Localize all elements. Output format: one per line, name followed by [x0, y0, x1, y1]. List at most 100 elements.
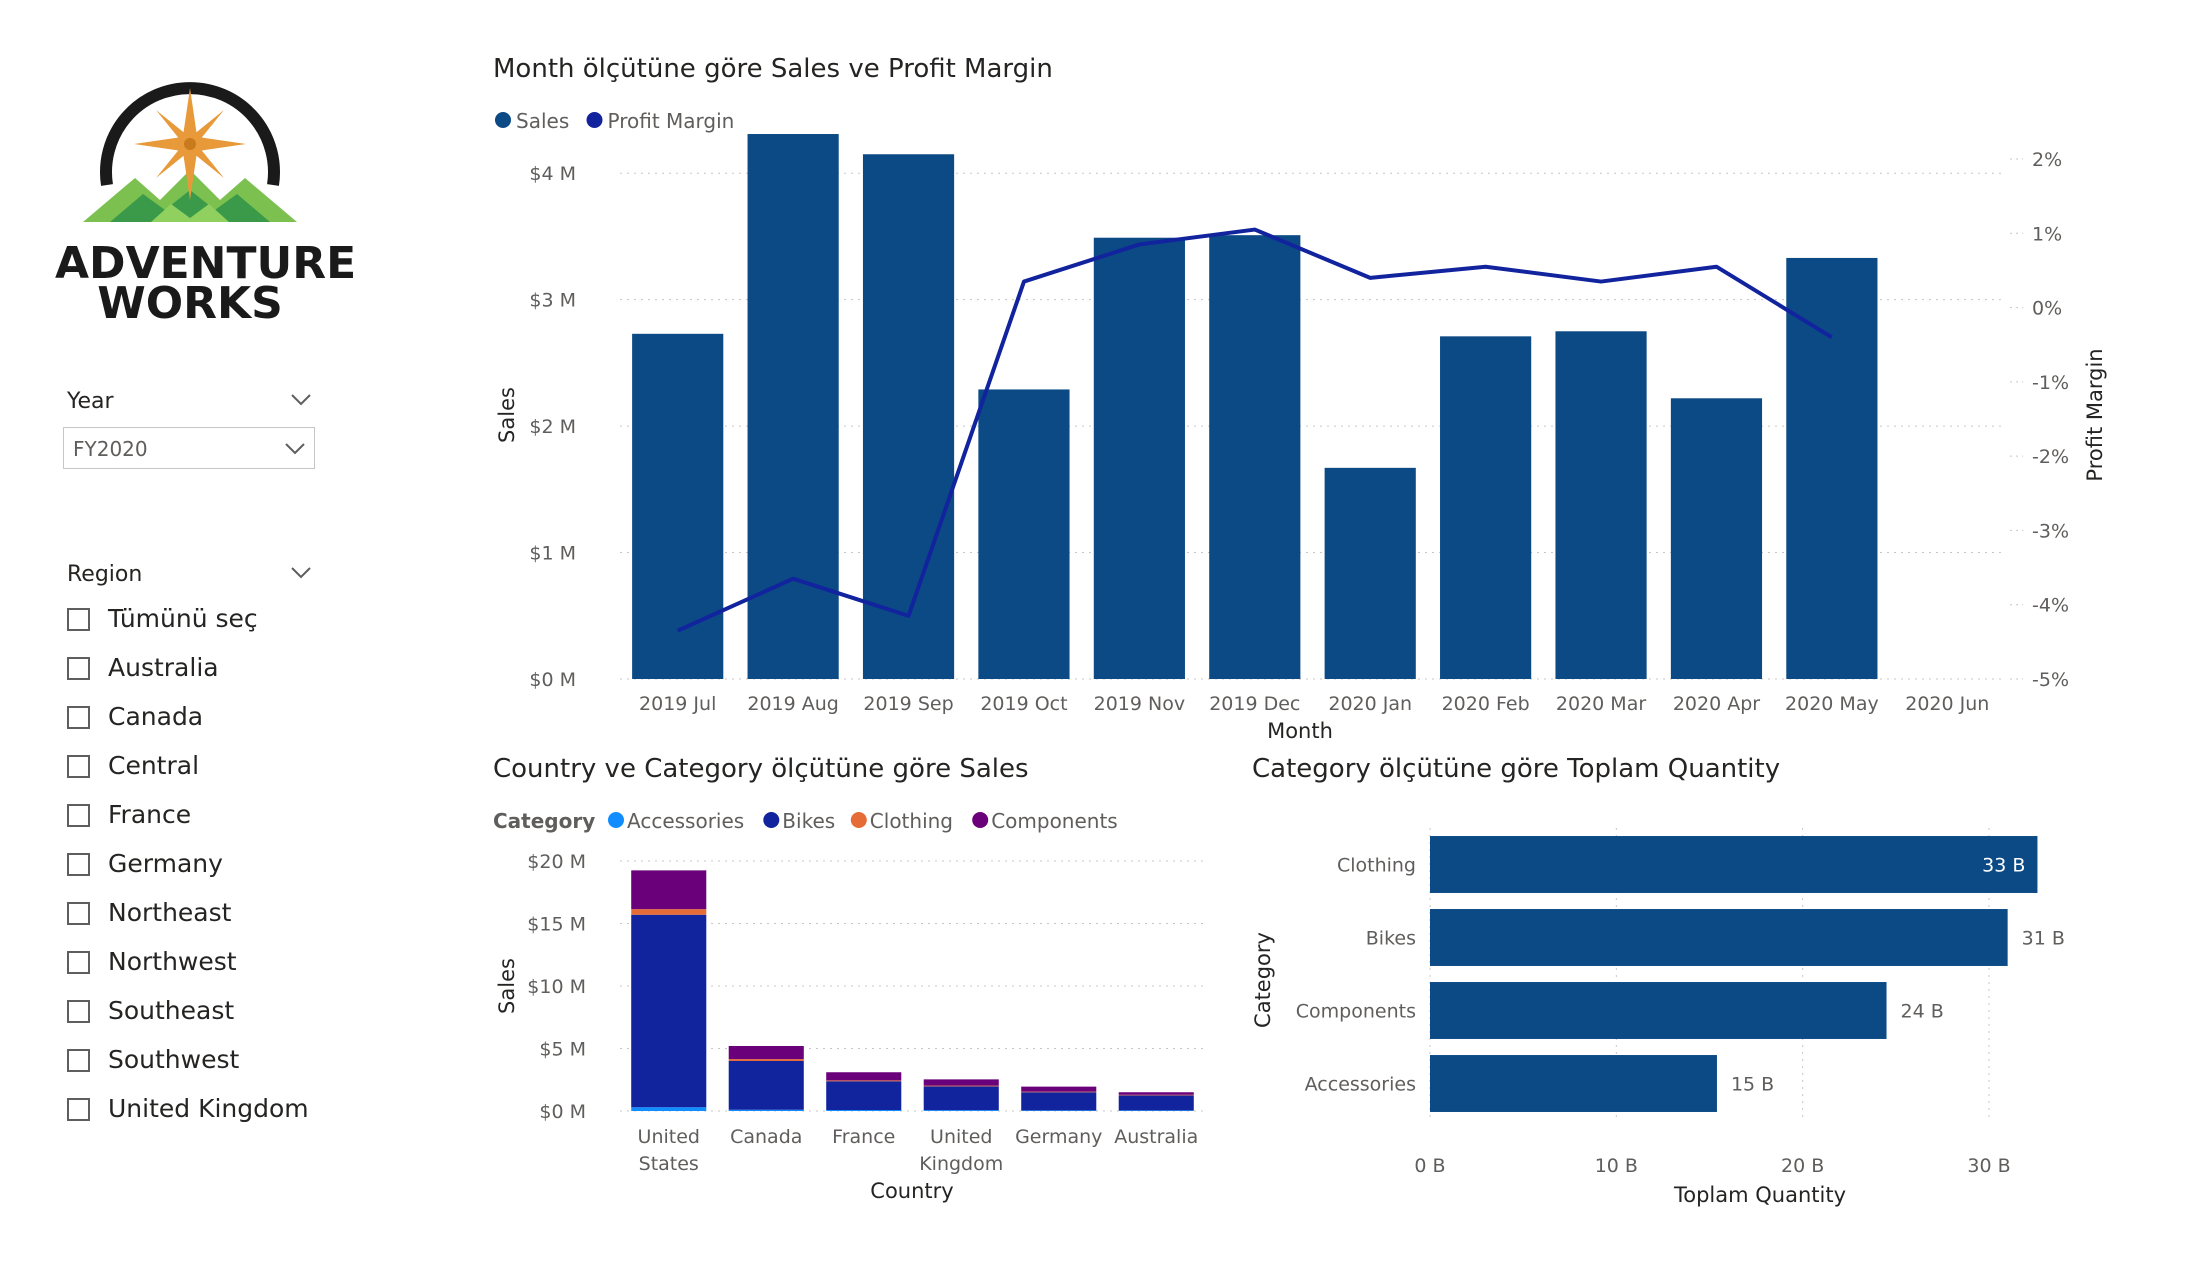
y-tick-label: $10 M	[527, 976, 586, 998]
region-item-label: Southwest	[108, 1045, 240, 1074]
region-item-label: Australia	[108, 653, 219, 682]
segment-bikes	[923, 1086, 999, 1111]
y2-tick-label: 2%	[2032, 149, 2062, 171]
bar-2019-aug	[747, 134, 839, 680]
x-tick-label: 2019 Jul	[639, 693, 716, 715]
bar-2019-sep	[862, 154, 955, 679]
checkbox[interactable]	[67, 1000, 90, 1023]
legend-marker-sales	[495, 112, 511, 128]
x-tick-label: 2020 Mar	[1556, 693, 1646, 715]
segment-accessories	[631, 1107, 707, 1111]
category-chart-title: Category ölçütüne göre Toplam Quantity	[1252, 754, 1781, 784]
bar-2020-may	[1786, 257, 1878, 679]
stack-canada	[728, 1046, 804, 1111]
legend: Category Accessories Bikes Clothing Componen…	[493, 809, 1118, 833]
segment-components	[728, 1046, 804, 1060]
x-tick-label: States	[639, 1153, 699, 1175]
x-tick-label: Canada	[730, 1126, 802, 1148]
segment-bikes	[728, 1061, 804, 1110]
checkbox[interactable]	[67, 657, 90, 680]
y-tick-label: $0 M	[529, 669, 576, 691]
checkbox[interactable]	[67, 853, 90, 876]
legend-label-sales: Sales	[516, 109, 569, 133]
region-item-label: Canada	[108, 702, 204, 731]
y2-tick-label: -3%	[2032, 520, 2069, 542]
y-tick-label: Clothing	[1337, 855, 1416, 877]
checkbox[interactable]	[67, 1049, 90, 1072]
region-item-label: Northeast	[108, 898, 232, 927]
chevron-down-icon[interactable]	[290, 393, 312, 407]
country-category-sales-chart: Category Accessories Bikes Clothing Componen…	[493, 809, 1205, 1203]
checkbox[interactable]	[67, 755, 90, 778]
y-tick-label: $5 M	[539, 1039, 586, 1061]
bar-2020-jan	[1324, 467, 1416, 679]
x-tick-label: 2020 Feb	[1442, 693, 1530, 715]
bar-2020-mar	[1555, 331, 1647, 679]
checkbox[interactable]	[67, 902, 90, 925]
y2-tick-label: 0%	[2032, 298, 2062, 320]
y-tick-label: Components	[1296, 1001, 1416, 1023]
adventure-works-logo: ADVENTURE WORKS	[55, 70, 357, 330]
legend-label-accessories: Accessories	[627, 809, 744, 833]
x-tick-label: 2019 Aug	[747, 693, 839, 715]
chevron-down-icon[interactable]	[290, 566, 312, 580]
y-tick-label: $4 M	[529, 163, 576, 185]
x-tick-label: 20 B	[1781, 1155, 1824, 1177]
bar-2020-apr	[1670, 398, 1763, 679]
stack-united-states	[631, 870, 707, 1111]
region-item-label: Germany	[108, 849, 223, 878]
legend-marker-accessories	[608, 812, 624, 828]
checkbox[interactable]	[67, 608, 90, 631]
y-tick-label: $1 M	[529, 543, 576, 565]
profit-margin-line	[676, 227, 1833, 633]
logo-line1: ADVENTURE	[55, 238, 357, 289]
x-tick-label: 2020 Jun	[1905, 693, 1989, 715]
y2-tick-label: -2%	[2032, 446, 2069, 468]
year-dropdown[interactable]: FY2020	[63, 427, 315, 469]
bar-2020-feb	[1440, 336, 1532, 679]
y-axis-title: Sales	[495, 958, 519, 1014]
checkbox[interactable]	[67, 706, 90, 729]
bar-2019-dec	[1209, 235, 1301, 679]
year-selected-value: FY2020	[73, 437, 148, 461]
year-slicer-title: Year	[67, 389, 114, 414]
x-tick-label: 30 B	[1967, 1155, 2010, 1177]
legend-title: Category	[493, 809, 595, 833]
legend-marker-components	[972, 812, 989, 828]
y-tick-label: $20 M	[527, 851, 586, 873]
checkbox[interactable]	[67, 1098, 90, 1121]
segment-components	[631, 870, 707, 910]
segment-accessories	[1118, 1110, 1194, 1111]
stack-australia	[1118, 1092, 1194, 1111]
x-axis-title: Country	[870, 1179, 953, 1203]
region-slicer-title: Region	[67, 562, 143, 587]
data-label: 31 B	[2022, 928, 2065, 950]
x-tick-label: 2019 Dec	[1209, 693, 1300, 715]
checkbox[interactable]	[67, 951, 90, 974]
y2-tick-label: -5%	[2032, 669, 2069, 691]
legend-marker-bikes	[763, 812, 780, 828]
segment-accessories	[826, 1110, 902, 1111]
y2-tick-label: -4%	[2032, 595, 2069, 617]
segment-components	[1021, 1086, 1097, 1092]
x-tick-label: United	[638, 1126, 700, 1148]
x-tick-label: 2019 Oct	[980, 693, 1067, 715]
y-tick-label: Bikes	[1366, 928, 1416, 950]
segment-clothing	[631, 909, 707, 915]
x-tick-label: 2020 Apr	[1673, 693, 1760, 715]
x-tick-label: 2020 May	[1785, 693, 1879, 715]
y2-axis-title: Profit Margin	[2083, 348, 2107, 481]
segment-accessories	[728, 1109, 804, 1111]
legend-label-components: Components	[991, 809, 1118, 833]
checkbox[interactable]	[67, 804, 90, 827]
x-tick-label: France	[832, 1126, 895, 1148]
y-tick-label: $0 M	[539, 1101, 586, 1123]
bar-clothing	[1430, 836, 2038, 893]
region-item-label: Central	[108, 751, 200, 780]
y-tick-label: Accessories	[1305, 1074, 1416, 1096]
stack-france	[826, 1072, 902, 1111]
legend-label-clothing: Clothing	[870, 809, 953, 833]
x-axis-title: Month	[1267, 719, 1333, 743]
x-tick-label: Kingdom	[919, 1153, 1003, 1175]
x-tick-label: United	[930, 1126, 992, 1148]
